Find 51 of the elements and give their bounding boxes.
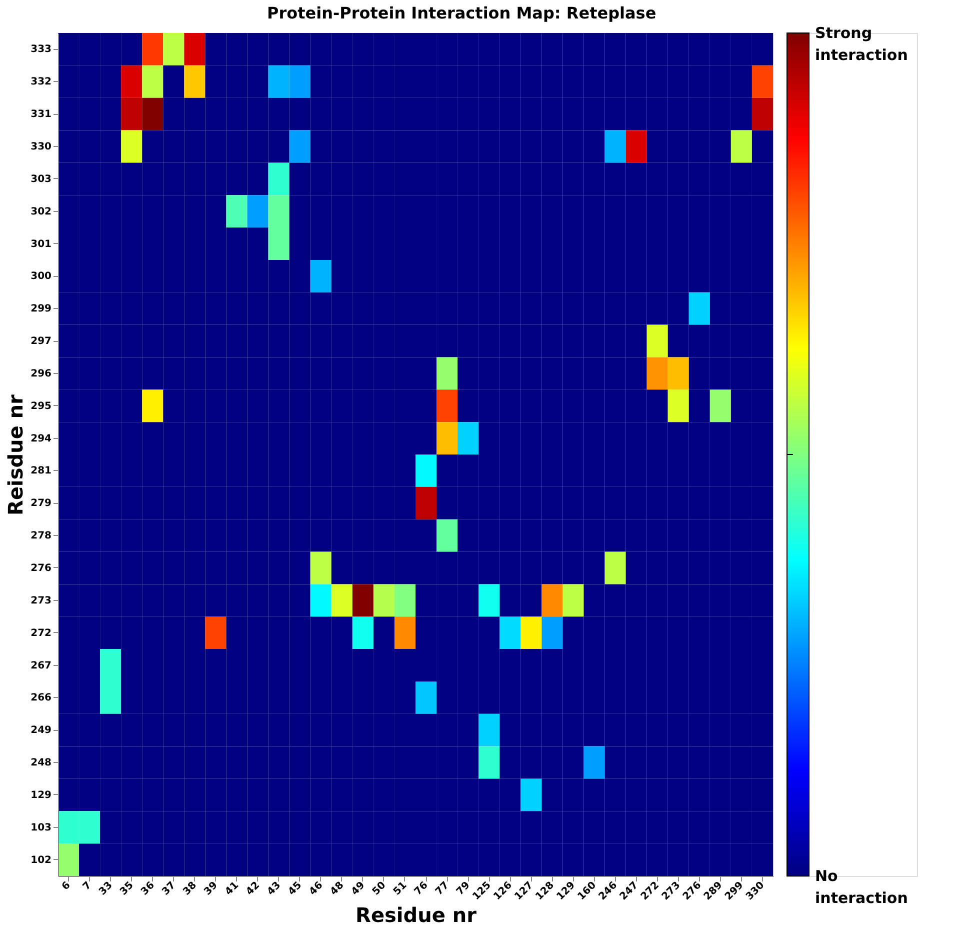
x-tick-label: 7 <box>81 880 94 893</box>
y-tick-label: 279 <box>30 498 52 510</box>
y-tick-label: 267 <box>30 660 52 672</box>
x-tick-label: 51 <box>392 880 410 898</box>
x-tick-label: 35 <box>118 880 136 898</box>
x-tick-label: 77 <box>434 880 452 898</box>
x-tick-label: 38 <box>181 880 199 898</box>
y-tick-label: 248 <box>30 758 52 769</box>
y-tick-label: 276 <box>30 562 52 574</box>
y-tick-label: 300 <box>30 271 52 282</box>
y-tick-label: 294 <box>30 433 52 444</box>
color-bar-label: No interaction <box>815 867 908 907</box>
y-tick-label: 102 <box>30 854 52 866</box>
y-tick-label: 296 <box>30 368 52 380</box>
y-tick-label: 299 <box>30 304 52 315</box>
x-tick-label: 43 <box>265 880 284 898</box>
x-tick-label: 6 <box>60 880 73 893</box>
x-tick-label: 41 <box>223 880 242 898</box>
y-tick-label: 266 <box>30 692 52 704</box>
y-tick-label: 249 <box>30 725 52 736</box>
y-tick-label: 103 <box>30 822 52 834</box>
y-tick-label: 301 <box>30 238 52 250</box>
y-tick-label: 295 <box>30 400 52 412</box>
x-tick-label: 39 <box>202 880 220 898</box>
x-tick-label: 76 <box>412 880 430 898</box>
chart-title: Protein-Protein Interaction Map: Reteplase <box>266 4 656 22</box>
y-tick-label: 273 <box>30 595 52 606</box>
y-tick-label: 302 <box>30 206 52 218</box>
x-tick-label: 36 <box>139 880 157 898</box>
y-axis-title: Reisdue nr <box>4 394 28 516</box>
y-tick-label: 333 <box>30 44 52 56</box>
x-tick-label: 46 <box>307 880 326 898</box>
y-tick-label: 331 <box>30 109 52 120</box>
y-tick-label: 278 <box>30 530 52 542</box>
x-tick-label: 45 <box>286 880 304 898</box>
y-tick-label: 303 <box>30 174 52 185</box>
x-tick-label: 48 <box>328 880 346 898</box>
x-tick-label: 42 <box>244 880 262 898</box>
y-tick-label: 297 <box>30 336 52 348</box>
x-tick-label: 37 <box>160 880 178 898</box>
x-tick-label: 79 <box>454 880 472 898</box>
x-tick-label: 49 <box>350 880 368 898</box>
y-tick-label: 129 <box>30 790 52 801</box>
y-tick-label: 272 <box>30 628 52 639</box>
color-bar-label: Strong interaction <box>815 24 908 64</box>
y-tick-label: 281 <box>30 466 52 477</box>
x-axis-title: Residue nr <box>356 902 477 927</box>
x-tick-label: 50 <box>370 880 388 898</box>
y-tick-label: 330 <box>30 141 52 152</box>
x-tick-label: 33 <box>97 880 115 898</box>
y-tick-label: 332 <box>30 76 52 88</box>
